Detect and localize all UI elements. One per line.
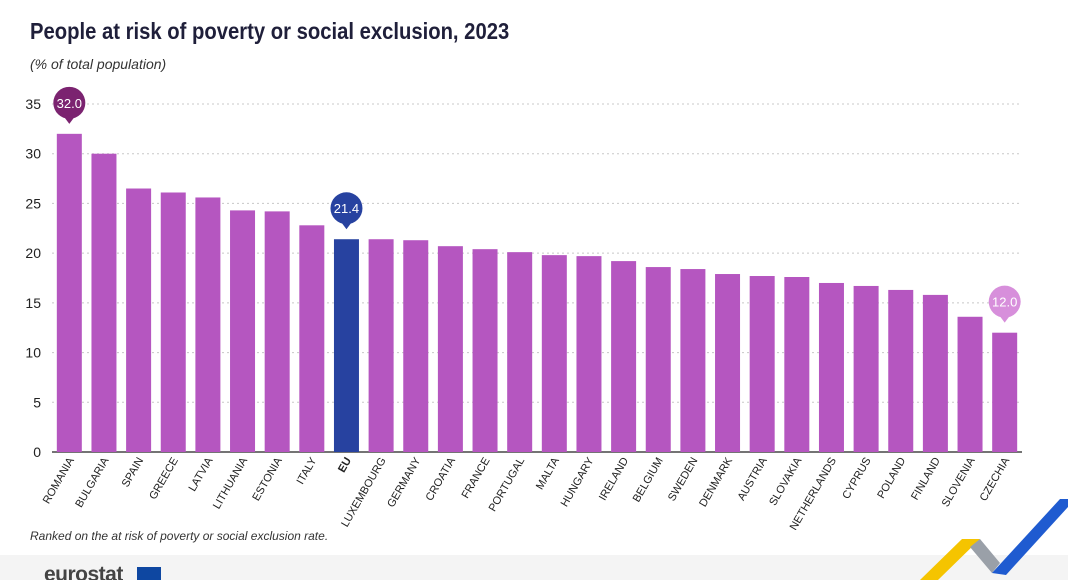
y-tick-label: 30 xyxy=(25,146,41,162)
bar-ireland xyxy=(611,261,637,452)
eu-flag-icon xyxy=(137,567,161,580)
y-tick-label: 20 xyxy=(25,245,41,261)
callout-max: 32.0 xyxy=(53,86,86,124)
callout-eu: 21.4 xyxy=(330,192,363,230)
bar-eu xyxy=(333,239,359,452)
x-tick-label: POLAND xyxy=(875,455,908,500)
callout-min: 12.0 xyxy=(988,285,1021,323)
eurostat-logo: eurostat xyxy=(44,563,123,580)
callout-pointer xyxy=(998,314,1011,323)
x-tick-label: HUNGARY xyxy=(559,455,597,509)
bar-poland xyxy=(888,289,914,452)
callouts: 32.0 21.4 12.0 xyxy=(53,86,1021,323)
y-tick-label: 35 xyxy=(25,96,41,112)
bar-spain xyxy=(126,188,152,452)
x-tick-label: PORTUGAL xyxy=(487,456,528,514)
x-tick-label: CROATIA xyxy=(424,455,459,503)
decorative-stripes xyxy=(920,499,1068,580)
x-tick-label: GERMANY xyxy=(385,455,424,510)
x-tick-label: ITALY xyxy=(295,455,320,487)
y-tick-label: 0 xyxy=(33,444,41,460)
bars xyxy=(56,133,1018,453)
callout-bubble xyxy=(53,86,86,119)
x-tick-label: SWEDEN xyxy=(666,455,701,503)
grey-stripe xyxy=(970,539,1000,573)
bar-denmark xyxy=(715,274,741,452)
y-tick-label: 15 xyxy=(25,295,41,311)
x-tick-label: AUSTRIA xyxy=(736,455,771,503)
callout-pointer xyxy=(63,115,76,124)
chart-footnote: Ranked on the at risk of poverty or soci… xyxy=(30,529,329,543)
bar-netherlands xyxy=(818,282,844,452)
bar-hungary xyxy=(576,256,602,452)
bar-austria xyxy=(749,276,775,452)
callout-bubble xyxy=(988,285,1021,318)
bar-cyprus xyxy=(853,285,879,452)
bar-romania xyxy=(56,133,82,453)
x-tick-label: DENMARK xyxy=(697,455,735,509)
x-tick-label: SPAIN xyxy=(120,455,147,489)
bar-greece xyxy=(160,192,186,452)
bar-slovakia xyxy=(784,277,810,452)
bar-finland xyxy=(922,294,948,452)
callout-value: 32.0 xyxy=(57,96,82,111)
bar-czechia xyxy=(992,332,1018,452)
blue-stripe xyxy=(992,499,1068,575)
bar-portugal xyxy=(507,252,533,452)
bar-sweden xyxy=(680,269,706,452)
x-tick-label: ESTONIA xyxy=(250,455,285,503)
x-tick-label: IRELAND xyxy=(597,455,631,502)
x-tick-label: BELGIUM xyxy=(631,456,666,505)
bar-italy xyxy=(299,225,325,452)
bar-lithuania xyxy=(230,210,256,452)
x-tick-label: BULGARIA xyxy=(73,455,112,510)
bar-belgium xyxy=(645,267,671,452)
y-tick-label: 5 xyxy=(33,394,41,410)
chart-subtitle: (% of total population) xyxy=(30,56,167,72)
y-axis-ticks: 0 5 10 15 20 25 30 35 xyxy=(25,96,41,460)
x-tick-label: EU xyxy=(336,455,354,474)
bar-bulgaria xyxy=(91,153,117,452)
bar-croatia xyxy=(437,246,463,452)
callout-pointer xyxy=(340,221,353,230)
callout-value: 12.0 xyxy=(992,295,1017,310)
x-tick-label: MALTA xyxy=(534,455,562,492)
bar-latvia xyxy=(195,197,221,452)
x-tick-label: ROMANIA xyxy=(41,455,77,506)
x-tick-label: GREECE xyxy=(147,456,181,502)
y-tick-label: 10 xyxy=(25,345,41,361)
bar-slovenia xyxy=(957,316,983,452)
x-tick-label: LITHUANIA xyxy=(211,455,250,511)
y-tick-label: 25 xyxy=(25,195,41,211)
bar-luxembourg xyxy=(368,239,394,452)
bar-estonia xyxy=(264,211,290,452)
x-tick-label: FRANCE xyxy=(460,456,493,501)
bar-germany xyxy=(403,240,429,452)
chart-title: People at risk of poverty or social excl… xyxy=(30,18,510,44)
chart-card: People at risk of poverty or social excl… xyxy=(0,0,1068,555)
callout-value: 21.4 xyxy=(334,201,359,216)
x-tick-label: LATVIA xyxy=(187,455,216,494)
x-tick-label: SLOVAKIA xyxy=(767,455,805,508)
bar-france xyxy=(472,249,498,452)
yellow-stripe xyxy=(920,539,980,580)
callout-bubble xyxy=(330,192,363,225)
x-tick-label: CYPRUS xyxy=(840,456,873,502)
bar-malta xyxy=(541,255,567,452)
